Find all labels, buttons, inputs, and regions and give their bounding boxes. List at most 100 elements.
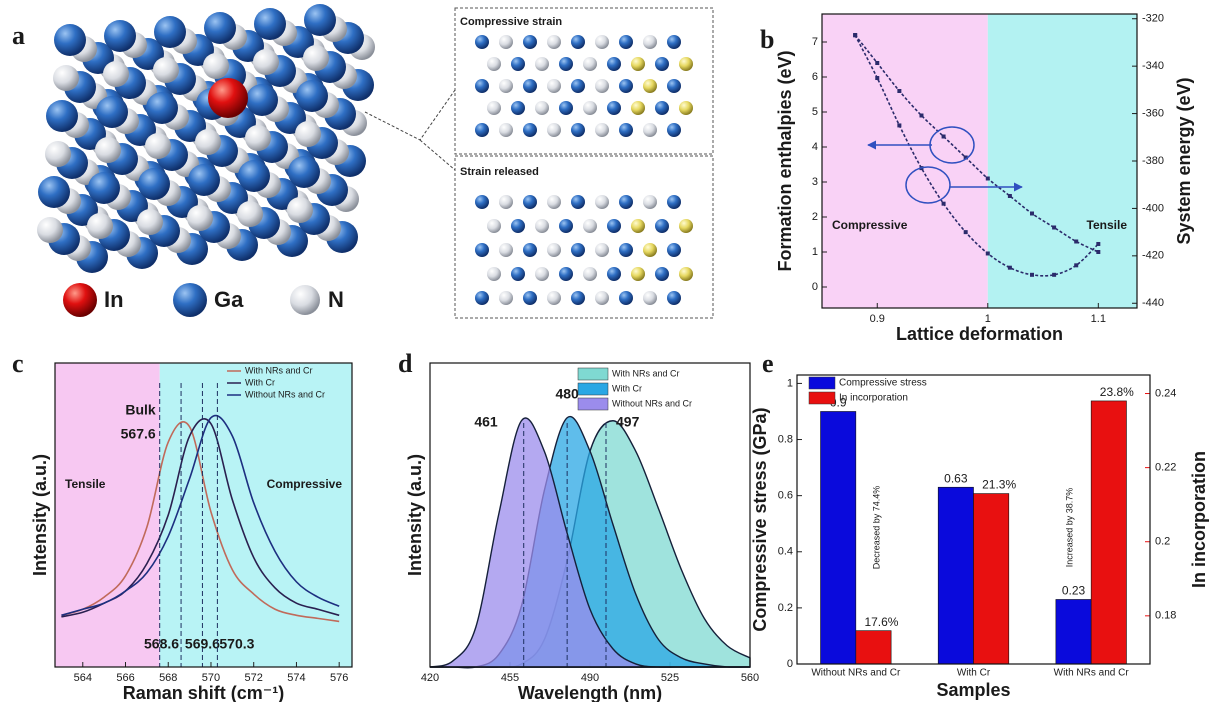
atom [96, 96, 128, 128]
atom [619, 35, 633, 49]
region-label: Compressive [832, 218, 908, 232]
legend-atom [63, 283, 97, 317]
x-tick-label: 564 [74, 672, 92, 684]
atom [583, 57, 597, 71]
x-axis-title: Samples [936, 680, 1010, 700]
bar-label: 0.23 [1062, 584, 1086, 598]
atom [499, 243, 513, 257]
atom [583, 101, 597, 115]
atom [547, 79, 561, 93]
bar-label: 0.63 [944, 471, 968, 485]
y2-tick-label: -400 [1142, 202, 1164, 214]
legend-text: With NRs and Cr [245, 365, 313, 375]
atom [523, 243, 537, 257]
legend-text: Without NRs and Cr [612, 398, 692, 408]
atom [88, 172, 120, 204]
legend-swatch [809, 392, 835, 404]
y-axis-title: Formation enthalpies (eV) [775, 50, 795, 271]
atom [667, 195, 681, 209]
atom [188, 164, 220, 196]
bar [974, 494, 1009, 664]
y2-tick-label: 0.22 [1155, 462, 1176, 474]
atom [511, 101, 525, 115]
marker [1052, 226, 1056, 230]
atom [535, 57, 549, 71]
atom [559, 267, 573, 281]
atom [595, 79, 609, 93]
y-tick-label: 7 [812, 36, 818, 48]
atom [154, 16, 186, 48]
peak-label: 497 [616, 414, 640, 430]
y2-tick-label: -360 [1142, 107, 1164, 119]
atom [523, 195, 537, 209]
legend-atom [290, 285, 320, 315]
atom [571, 123, 585, 137]
atom [475, 123, 489, 137]
atom [667, 243, 681, 257]
atom [523, 291, 537, 305]
annotation: Decreased by 74.4% [871, 486, 881, 570]
atom [679, 219, 693, 233]
atom [287, 197, 313, 223]
atom [46, 100, 78, 132]
bar [1091, 401, 1126, 664]
inset-title: Strain released [460, 166, 539, 178]
atom [667, 79, 681, 93]
marker [853, 33, 857, 37]
marker [942, 135, 946, 139]
atom [288, 156, 320, 188]
atom [487, 101, 501, 115]
panel-label: d [398, 349, 413, 378]
legend-text: Compressive stress [839, 378, 927, 389]
atom [535, 101, 549, 115]
atom [631, 101, 645, 115]
atom [679, 57, 693, 71]
marker [1074, 263, 1078, 267]
atom [138, 168, 170, 200]
atom [571, 243, 585, 257]
atom [595, 243, 609, 257]
legend-text: With NRs and Cr [612, 368, 680, 378]
region-label: Compressive [267, 477, 343, 491]
peak-label: 569.6 [185, 636, 220, 652]
atom [655, 267, 669, 281]
x-tick-label: 525 [661, 672, 679, 684]
atom [204, 12, 236, 44]
atom [643, 195, 657, 209]
atom [475, 291, 489, 305]
x-tick-label: 420 [421, 672, 439, 684]
x-axis-title: Raman shift (cm⁻¹) [123, 683, 285, 702]
x-tick-label: With NRs and Cr [1054, 668, 1130, 679]
atom [523, 35, 537, 49]
atom [559, 101, 573, 115]
connector [365, 90, 455, 170]
atom [595, 291, 609, 305]
y2-tick-label: 0.24 [1155, 387, 1176, 399]
atom [571, 79, 585, 93]
figure: a Compressive strain Strain released In … [0, 0, 1225, 702]
inset-title: Compressive strain [460, 16, 562, 28]
y2-tick-label: -340 [1142, 60, 1164, 72]
y-tick-label: 0.8 [778, 433, 793, 445]
marker [964, 230, 968, 234]
atom [237, 201, 263, 227]
atom [559, 57, 573, 71]
atom [583, 219, 597, 233]
marker [986, 177, 990, 181]
legend-text: Without NRs and Cr [245, 389, 325, 399]
atom [523, 79, 537, 93]
bar-label: 17.6% [864, 615, 898, 629]
atom [655, 219, 669, 233]
atom [499, 195, 513, 209]
legend-text: Ga [214, 287, 244, 312]
x-tick-label: With Cr [957, 668, 991, 679]
atom [655, 101, 669, 115]
atom [535, 219, 549, 233]
marker [1030, 273, 1034, 277]
atom [607, 57, 621, 71]
legend-swatch [578, 398, 608, 410]
atom [153, 57, 179, 83]
legend-text: In incorporation [839, 393, 908, 404]
y-tick-label: 1 [787, 377, 793, 389]
atom [295, 121, 321, 147]
